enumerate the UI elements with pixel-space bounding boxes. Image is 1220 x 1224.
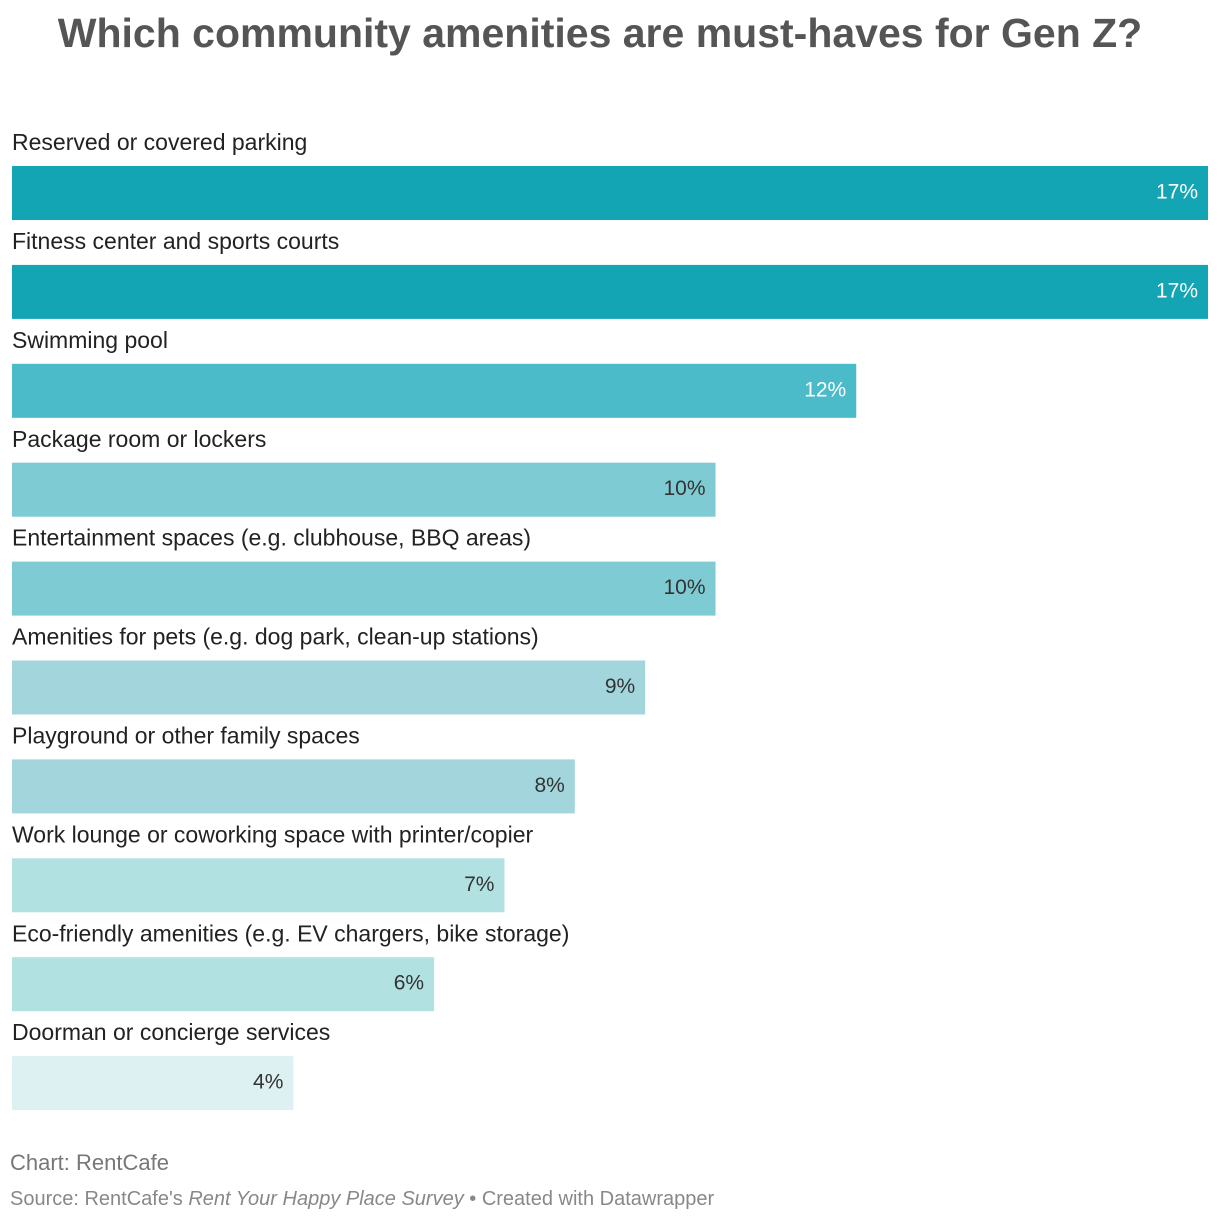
category-label: Amenities for pets (e.g. dog park, clean…	[12, 624, 539, 650]
value-label: 12%	[804, 378, 846, 401]
source: Source: RentCafe's Rent Your Happy Place…	[10, 1188, 714, 1210]
value-label: 10%	[663, 477, 705, 500]
category-label: Work lounge or coworking space with prin…	[12, 821, 533, 847]
category-label: Swimming pool	[12, 327, 168, 353]
value-label: 8%	[534, 774, 564, 797]
bar	[12, 858, 505, 913]
category-label: Reserved or covered parking	[12, 129, 307, 155]
bar	[12, 264, 1208, 319]
bar	[12, 561, 716, 616]
value-label: 17%	[1156, 279, 1198, 302]
bar	[12, 957, 435, 1012]
bar	[12, 759, 575, 814]
value-label: 9%	[605, 675, 635, 698]
value-label: 6%	[394, 972, 424, 995]
category-label: Playground or other family spaces	[12, 722, 360, 748]
value-label: 10%	[663, 576, 705, 599]
category-label: Fitness center and sports courts	[12, 228, 339, 254]
source-prefix: Source: RentCafe's	[10, 1188, 188, 1210]
source-suffix: • Created with Datawrapper	[464, 1188, 715, 1210]
source-survey: Rent Your Happy Place Survey	[188, 1188, 464, 1210]
bar	[12, 363, 857, 418]
value-label: 4%	[253, 1071, 283, 1094]
bar	[12, 1056, 294, 1111]
category-label: Package room or lockers	[12, 426, 266, 452]
bar	[12, 462, 716, 517]
value-label: 7%	[464, 873, 494, 896]
category-label: Eco-friendly amenities (e.g. EV chargers…	[12, 920, 569, 946]
credit: Chart: RentCafe	[10, 1150, 169, 1175]
bar	[12, 166, 1208, 220]
category-label: Entertainment spaces (e.g. clubhouse, BB…	[12, 525, 531, 551]
bar	[12, 660, 646, 715]
value-label: 17%	[1156, 181, 1198, 204]
category-label: Doorman or concierge services	[12, 1019, 330, 1045]
chart-title: Which community amenities are must-haves…	[58, 10, 1142, 56]
